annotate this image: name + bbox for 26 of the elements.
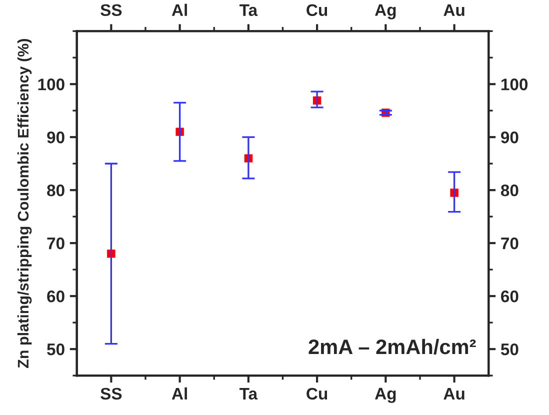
y-tick-label: 70 xyxy=(47,237,64,250)
y-tick-label: 80 xyxy=(47,184,64,196)
y-tick-label: 100 xyxy=(38,78,64,90)
x-tick-label: Au xyxy=(444,4,464,16)
x-tick-label: Cu xyxy=(306,4,328,16)
x-tick-label: Ag xyxy=(374,4,396,20)
y-axis-title: Zn plating/stripping Coulombic Efficiency (%) xyxy=(17,39,32,368)
y-tick-label: 50 xyxy=(47,343,64,356)
category-label: Al xyxy=(172,387,187,400)
x-tick-label: Ta xyxy=(240,4,258,16)
x-tick-label: SS xyxy=(100,4,122,16)
y2-tick-label: 70 xyxy=(501,237,518,250)
annotation: 2mA – 2mAh/cm² xyxy=(308,338,476,354)
category-label: SS xyxy=(100,388,122,400)
y2-tick-label: 50 xyxy=(500,343,518,356)
y2-tick-label: 60 xyxy=(501,290,518,302)
x-tick-label: Al xyxy=(172,4,187,16)
category-label: Cu xyxy=(306,388,328,400)
y-tick-label: 60 xyxy=(47,290,64,302)
y2-tick-label: 90 xyxy=(500,132,518,144)
category-label: Ag xyxy=(374,388,396,403)
category-label: Au xyxy=(444,388,464,400)
y2-tick-label: 80 xyxy=(500,184,518,196)
y2-tick-label: 100 xyxy=(501,78,528,90)
category-label: Ta xyxy=(240,388,258,400)
y-tick-label: 90 xyxy=(47,132,64,144)
